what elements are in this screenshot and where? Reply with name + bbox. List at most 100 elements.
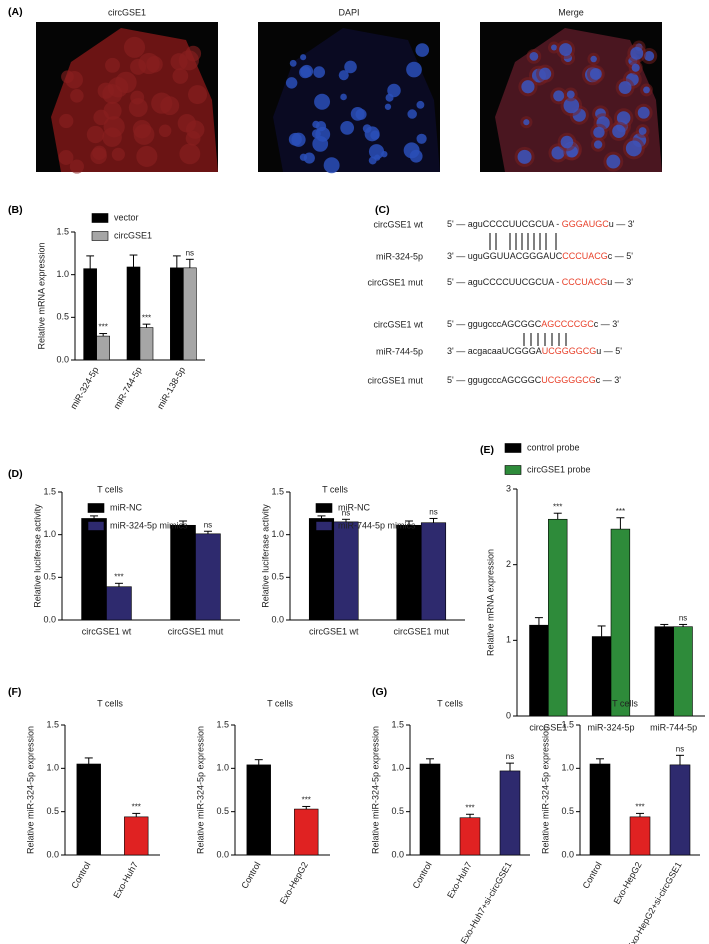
x-tick-label: circGSE1 mut (393, 626, 449, 636)
nucleus (368, 156, 377, 165)
y-tick-label: 0.5 (391, 806, 404, 816)
cell (187, 85, 208, 105)
cell (123, 36, 146, 58)
y-tick-label: 0.0 (561, 849, 574, 859)
legend-swatch (504, 465, 522, 475)
cell (138, 52, 160, 75)
error-bar (679, 623, 688, 627)
nucleus (291, 132, 306, 147)
bar (126, 266, 141, 361)
significance-label: ns (204, 520, 212, 529)
sequence-segment: 3' — uguGGUUACGGGAUC (447, 251, 563, 261)
legend-swatch (315, 521, 333, 531)
nucleus (566, 90, 575, 99)
cell (133, 124, 155, 145)
significance-label: ns (429, 508, 437, 517)
nucleus (593, 140, 603, 149)
bar (654, 626, 674, 717)
nucleus (589, 68, 602, 80)
error-bar (142, 323, 151, 328)
legend-label: vector (114, 212, 139, 222)
error-bar (342, 518, 350, 522)
cell (103, 116, 125, 138)
nucleus (312, 136, 329, 152)
error-bar (114, 582, 123, 587)
y-axis-label: Relative miR-324-5p expression (540, 726, 550, 854)
bar (420, 522, 447, 621)
significance-label: ns (676, 744, 684, 753)
nucleus (364, 126, 380, 142)
sequence: 5' — ggugcccAGCGGCAGCCCCGCc — 3' (447, 319, 619, 329)
cell (172, 68, 189, 84)
bar (139, 327, 154, 361)
nucleus (340, 120, 355, 135)
y-tick-label: 0.0 (271, 614, 284, 624)
image-label: DAPI (338, 7, 359, 17)
cell (70, 89, 84, 103)
significance-label: ns (506, 752, 514, 761)
nucleus (529, 52, 539, 61)
bar (591, 636, 612, 717)
error-bar (185, 258, 194, 268)
nucleus (313, 66, 326, 78)
nucleus (285, 77, 298, 89)
y-tick-label: 1.0 (46, 763, 59, 773)
bar (548, 518, 568, 717)
legend-swatch (87, 503, 105, 513)
bar (589, 763, 611, 856)
error-bar (506, 762, 514, 771)
bar (96, 335, 110, 361)
nucleus (637, 106, 650, 119)
nucleus (300, 54, 307, 61)
nucleus (344, 60, 357, 74)
bar (124, 816, 149, 856)
cell (177, 114, 196, 133)
significance-label: ns (342, 508, 350, 517)
cell (93, 109, 109, 126)
error-bar (254, 759, 263, 765)
legend-swatch (91, 231, 109, 241)
sequence-segment: 5' — ggugcccAGCGGC (447, 319, 542, 329)
nucleus (355, 108, 367, 120)
sequence-segment: u — 3' (609, 219, 635, 229)
error-bar (426, 758, 434, 764)
nucleus (523, 119, 530, 126)
y-tick-label: 1 (506, 635, 511, 645)
sequence: 5' — ggugcccAGCGGCUCGGGGCGc — 3' (447, 375, 621, 385)
sequence-segment: CCCUACG (562, 251, 608, 261)
error-bar (172, 255, 181, 268)
x-tick-label: circGSE1 (529, 722, 567, 732)
error-bar (597, 625, 606, 637)
legend-label: circGSE1 (114, 230, 152, 240)
image-label: circGSE1 (108, 7, 146, 17)
cell (61, 70, 74, 84)
y-axis-label: Relative miR-324-5p expression (25, 726, 35, 854)
bar (183, 267, 197, 361)
error-bar (596, 758, 604, 764)
bar (396, 524, 422, 621)
y-tick-label: 1.5 (271, 486, 284, 496)
y-tick-label: 1.5 (46, 719, 59, 729)
nucleus (315, 121, 327, 132)
y-tick-label: 1.0 (391, 763, 404, 773)
significance-label: *** (465, 803, 474, 812)
y-tick-label: 0.0 (43, 614, 56, 624)
nucleus (521, 80, 535, 94)
y-tick-label: 1.0 (561, 763, 574, 773)
pairing-lines (489, 233, 567, 346)
chart-title: T cells (267, 698, 293, 708)
legend-label: miR-324-5p mimics (110, 520, 188, 530)
bar (499, 770, 521, 856)
significance-label: *** (132, 803, 141, 812)
significance-label: *** (616, 507, 625, 516)
bar (610, 528, 631, 717)
bar (459, 817, 481, 856)
y-axis-label: Relative mRNA expression (485, 549, 495, 656)
error-bar (86, 255, 95, 269)
sequence-segment: 5' — aguCCCCUUCGCUA - (447, 219, 562, 229)
bar (308, 518, 335, 621)
sequence-segment: GGGAUGC (562, 219, 610, 229)
error-bar (429, 517, 438, 523)
error-bar (466, 813, 474, 818)
